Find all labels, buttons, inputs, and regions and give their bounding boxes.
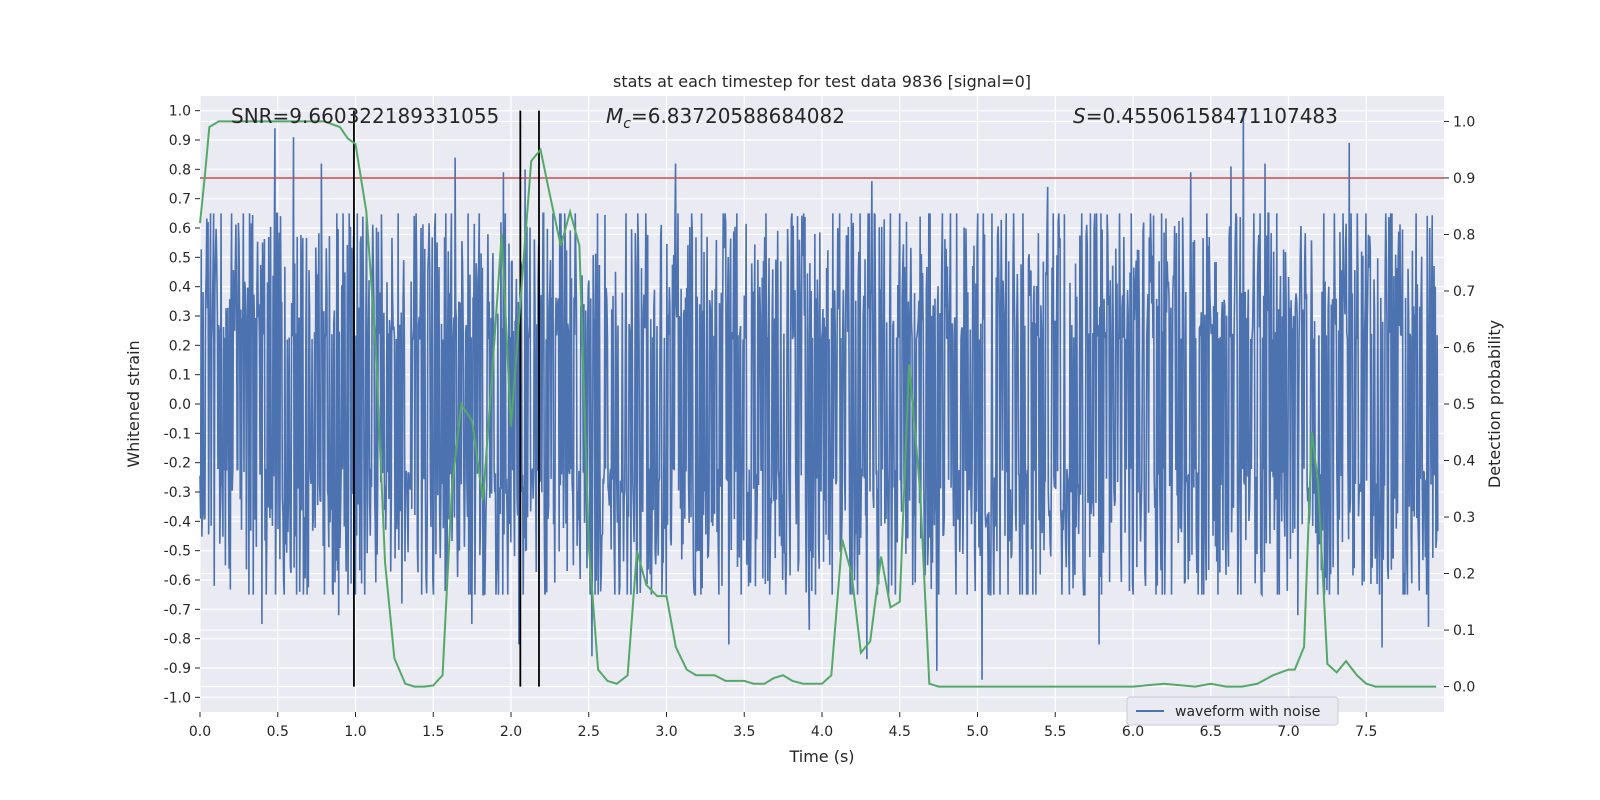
y-left-tick-label: -0.5	[164, 544, 191, 560]
y-left-tick-label: 0.0	[169, 397, 191, 413]
y-left-tick-label: 0.6	[169, 221, 191, 237]
y-left-tick-label: -0.8	[164, 632, 191, 648]
y-left-tick-label: 0.8	[169, 162, 191, 178]
x-tick-label: 1.5	[422, 724, 444, 740]
x-tick-label: 6.0	[1122, 724, 1144, 740]
y-left-tick-label: 0.1	[169, 368, 191, 384]
y-right-tick-label: 0.5	[1453, 397, 1475, 413]
y-left-tick-label: -0.4	[164, 514, 191, 530]
y-right-tick-label: 1.0	[1453, 114, 1475, 130]
x-tick-label: 2.5	[578, 724, 600, 740]
probability-series	[199, 120, 1437, 688]
x-tick-label: 3.0	[655, 724, 677, 740]
x-tick-label: 4.5	[889, 724, 911, 740]
x-tick-labels: 0.0 0.5 1.0 1.5 2.0 2.5 3.0 3.5 4.0 4.5 5.0 5.5 6.0 6…	[189, 712, 1377, 740]
y-left-tick-label: -0.7	[164, 602, 191, 618]
x-tick-label: 1.0	[344, 724, 366, 740]
x-tick-label: 5.5	[1044, 724, 1066, 740]
x-axis-label: Time (s)	[788, 747, 854, 766]
y-right-tick-label: 0.9	[1453, 171, 1475, 187]
y-right-tick-label: 0.1	[1453, 623, 1475, 639]
y-left-tick-label: -1.0	[164, 690, 191, 706]
s-symbol: S	[1073, 104, 1086, 128]
y-right-axis-label: Detection probability	[1485, 320, 1504, 488]
vertical-markers	[353, 110, 540, 687]
y-left-tick-label: 0.4	[169, 280, 191, 296]
legend-label-waveform: waveform with noise	[1175, 704, 1320, 720]
x-tick-label: 4.0	[811, 724, 833, 740]
x-tick-label: 3.5	[733, 724, 755, 740]
y-right-tick-label: 0.4	[1453, 454, 1475, 470]
x-tick-label: 6.5	[1200, 724, 1222, 740]
mc-subscript: c	[623, 116, 631, 132]
x-tick-label: 2.0	[500, 724, 522, 740]
waveform-series	[199, 110, 1439, 680]
x-tick-label: 0.5	[267, 724, 289, 740]
s-annotation: S=0.45506158471107483	[1073, 104, 1338, 128]
legend-box	[1126, 696, 1339, 726]
chirp-mass-annotation: Mc=6.83720588684082	[606, 104, 845, 132]
y-left-tick-label: 0.3	[169, 309, 191, 325]
snr-annotation: SNR=9.660322189331055	[231, 104, 499, 128]
chart-title: stats at each timestep for test data 983…	[613, 72, 1031, 91]
y-left-tick-label: -0.2	[164, 456, 191, 472]
y-right-tick-labels: 0.0 0.1 0.2 0.3 0.4 0.5 0.6 0.7 0.8 0.9 1.0	[1444, 114, 1475, 696]
y-left-tick-label: 0.7	[169, 192, 191, 208]
y-right-tick-label: 0.0	[1453, 680, 1475, 696]
y-right-tick-label: 0.6	[1453, 340, 1475, 356]
y-left-tick-label: 0.9	[169, 133, 191, 149]
y-right-tick-label: 0.2	[1453, 567, 1475, 583]
y-left-axis-label: Whitened strain	[124, 340, 143, 467]
y-left-tick-label: 0.5	[169, 250, 191, 266]
y-right-tick-label: 0.7	[1453, 284, 1475, 300]
y-right-tick-label: 0.3	[1453, 510, 1475, 526]
legend: waveform with noise	[1126, 696, 1339, 726]
mc-value: =6.83720588684082	[631, 104, 845, 128]
x-tick-label: 5.0	[966, 724, 988, 740]
x-tick-label: 7.5	[1355, 724, 1377, 740]
y-left-tick-label: -0.3	[164, 485, 191, 501]
y-left-tick-label: 0.2	[169, 338, 191, 354]
y-left-tick-label: -0.1	[164, 426, 191, 442]
x-tick-label: 0.0	[189, 724, 211, 740]
mc-symbol: M	[606, 104, 623, 128]
x-tick-label: 7.0	[1277, 724, 1299, 740]
waveform-line	[199, 110, 1439, 680]
y-left-tick-label: -0.9	[164, 661, 191, 677]
y-right-tick-label: 0.8	[1453, 227, 1475, 243]
y-left-tick-label: -0.6	[164, 573, 191, 589]
s-value: =0.45506158471107483	[1086, 104, 1338, 128]
y-left-tick-label: 1.0	[169, 104, 191, 120]
y-left-tick-labels: -1.0 -0.9 -0.8 -0.7 -0.6 -0.5 -0.4 -0.3 -0.2 -0.1…	[164, 104, 200, 706]
